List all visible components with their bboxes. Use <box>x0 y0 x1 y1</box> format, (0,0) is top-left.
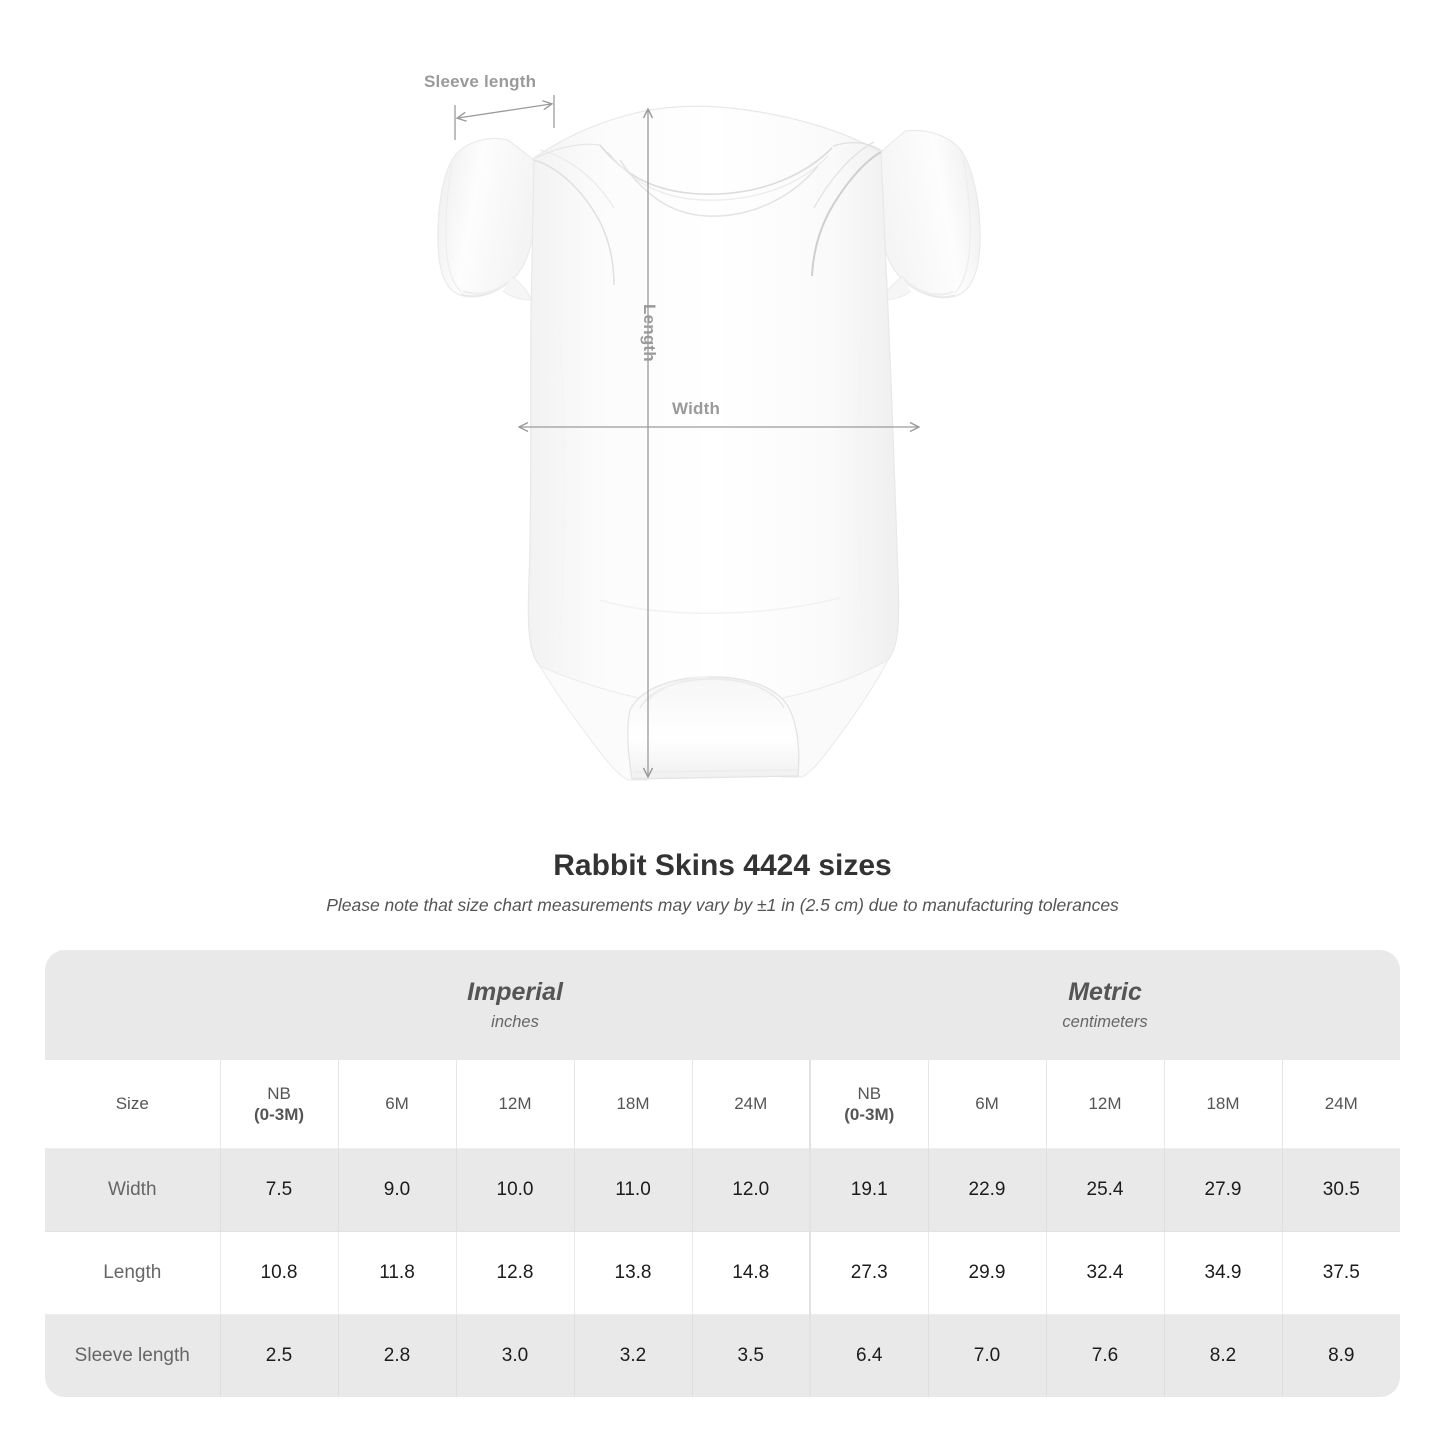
cell-sleeve-imperial-12m: 3.0 <box>456 1314 575 1397</box>
bodysuit-drawing <box>437 95 981 781</box>
size-header-metric-6m: 6M <box>928 1060 1047 1149</box>
group-unit-metric: centimeters <box>1062 1013 1148 1032</box>
group-header-imperial: Imperial inches <box>220 950 811 1060</box>
row-label-length: Length <box>45 1231 221 1315</box>
garment-illustration: Sleeve length Length Width <box>424 72 981 781</box>
table-row: Width 7.5 9.0 10.0 11.0 12.0 19.1 22.9 2… <box>45 1148 1400 1232</box>
chart-tolerance-note: Please note that size chart measurements… <box>326 895 1119 916</box>
size-header-imperial-6m: 6M <box>338 1060 457 1149</box>
cell-sleeve-metric-18m: 8.2 <box>1164 1314 1283 1397</box>
size-header-metric-12m: 12M <box>1046 1060 1165 1149</box>
cell-width-imperial-nb: 7.5 <box>220 1148 339 1232</box>
cell-width-metric-18m: 27.9 <box>1164 1148 1283 1232</box>
cell-length-metric-6m: 29.9 <box>928 1231 1047 1315</box>
size-chart-table: Imperial inches Metric centimeters Size … <box>45 950 1400 1397</box>
size-header-imperial-nb: NB (0-3M) <box>220 1060 339 1149</box>
size-chart-table-container: Imperial inches Metric centimeters Size … <box>45 950 1400 1397</box>
cell-width-imperial-18m: 11.0 <box>574 1148 693 1232</box>
left-sleeve <box>437 137 535 301</box>
sleeve-length-arrow <box>458 104 551 118</box>
cell-length-imperial-12m: 12.8 <box>456 1231 575 1315</box>
cell-length-imperial-24m: 14.8 <box>692 1231 812 1315</box>
chart-title: Rabbit Skins 4424 sizes <box>553 849 892 882</box>
size-header-main: NB <box>857 1083 882 1103</box>
cell-sleeve-metric-6m: 7.0 <box>928 1314 1047 1397</box>
size-header-row: Size NB (0-3M) 6M 12M 18M 24M NB (0-3M) … <box>45 1060 1400 1149</box>
size-header-main: NB <box>267 1083 291 1103</box>
row-label-sleeve-length: Sleeve length <box>45 1314 221 1397</box>
cell-sleeve-metric-24m: 8.9 <box>1282 1314 1400 1397</box>
cell-sleeve-imperial-6m: 2.8 <box>338 1314 457 1397</box>
cell-length-metric-nb: 27.3 <box>810 1231 929 1315</box>
size-header-imperial-12m: 12M <box>456 1060 575 1149</box>
cell-width-imperial-6m: 9.0 <box>338 1148 457 1232</box>
size-header-metric-nb: NB (0-3M) <box>810 1060 929 1149</box>
cell-sleeve-imperial-18m: 3.2 <box>574 1314 693 1397</box>
cell-width-metric-24m: 30.5 <box>1282 1148 1400 1232</box>
size-header-sub: (0-3M) <box>844 1104 895 1124</box>
table-row: Length 10.8 11.8 12.8 13.8 14.8 27.3 29.… <box>45 1231 1400 1315</box>
cell-sleeve-metric-12m: 7.6 <box>1046 1314 1165 1397</box>
group-name-imperial: Imperial <box>467 978 563 1007</box>
cell-width-imperial-24m: 12.0 <box>692 1148 812 1232</box>
cell-width-metric-nb: 19.1 <box>810 1148 929 1232</box>
cell-length-imperial-6m: 11.8 <box>338 1231 457 1315</box>
cell-sleeve-imperial-24m: 3.5 <box>692 1314 812 1397</box>
size-header-metric-18m: 18M <box>1164 1060 1283 1149</box>
dimension-lines <box>454 95 918 776</box>
cell-width-imperial-12m: 10.0 <box>456 1148 575 1232</box>
cell-sleeve-imperial-nb: 2.5 <box>220 1314 339 1397</box>
size-header-sub: (0-3M) <box>253 1104 305 1124</box>
chart-heading: Rabbit Skins 4424 sizes Please note that… <box>0 848 1445 916</box>
cell-length-imperial-nb: 10.8 <box>220 1231 339 1315</box>
length-dimension-label: Length <box>640 304 659 362</box>
size-column-header: Size <box>45 1060 221 1149</box>
row-label-width: Width <box>45 1148 221 1232</box>
cell-length-imperial-18m: 13.8 <box>574 1231 693 1315</box>
size-header-imperial-24m: 24M <box>692 1060 812 1149</box>
cell-length-metric-18m: 34.9 <box>1164 1231 1283 1315</box>
group-header-spacer <box>45 950 220 1060</box>
cell-length-metric-24m: 37.5 <box>1282 1231 1400 1315</box>
group-name-metric: Metric <box>1068 978 1142 1007</box>
right-sleeve <box>880 129 981 301</box>
width-dimension-label: Width <box>672 399 721 418</box>
unit-group-header-row: Imperial inches Metric centimeters <box>45 950 1400 1060</box>
cell-width-metric-6m: 22.9 <box>928 1148 1047 1232</box>
size-header-metric-24m: 24M <box>1282 1060 1400 1149</box>
sleeve-length-dimension-label: Sleeve length <box>424 72 537 91</box>
group-unit-imperial: inches <box>491 1013 539 1032</box>
size-header-imperial-18m: 18M <box>574 1060 693 1149</box>
cell-width-metric-12m: 25.4 <box>1046 1148 1165 1232</box>
cell-sleeve-metric-nb: 6.4 <box>810 1314 929 1397</box>
cell-length-metric-12m: 32.4 <box>1046 1231 1165 1315</box>
table-row: Sleeve length 2.5 2.8 3.0 3.2 3.5 6.4 7.… <box>45 1314 1400 1397</box>
group-header-metric: Metric centimeters <box>810 950 1400 1060</box>
